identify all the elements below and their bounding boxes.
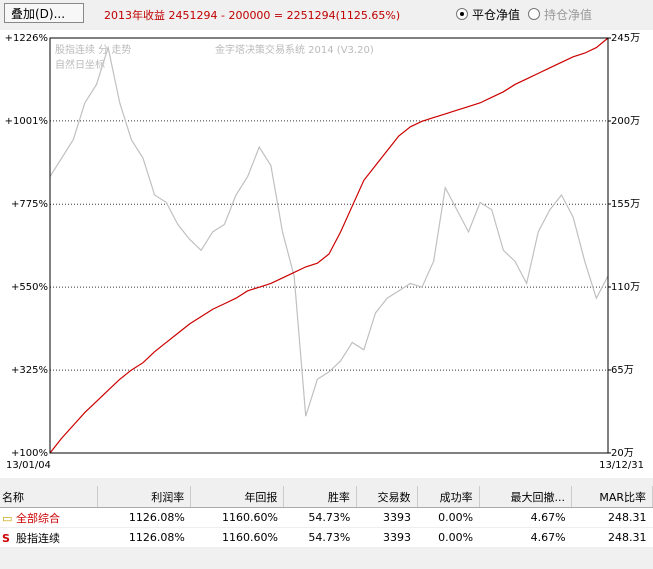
table-cell: 1126.08%: [97, 527, 191, 548]
table-row: S 股指连续 1126.08% 1160.60% 54.73% 3393 0.00% 4.67…: [0, 527, 653, 548]
y2-tick-label: 200万: [611, 116, 640, 127]
column-header: 最大回撤...: [479, 486, 573, 508]
table-cell: 248.31: [571, 507, 653, 528]
column-header: 胜率: [283, 486, 357, 508]
plot-frame: [49, 37, 609, 454]
chart: +100% +325% +550% +775% +1001% +1226% 20万 65万 11…: [0, 30, 653, 478]
x-tick-label: 13/12/31: [599, 460, 644, 471]
table-cell: 1160.60%: [190, 527, 284, 548]
table-cell: 1160.60%: [190, 507, 284, 528]
row-icon: S: [2, 531, 10, 545]
watermark: 自然日坐标: [55, 58, 105, 71]
overlay-button[interactable]: 叠加(D)...: [4, 3, 84, 23]
table-cell: 0.00%: [417, 527, 480, 548]
stats-table: 名称 利润率 年回报 胜率 交易数 成功率 最大回撤... MAR比率 ▭ 全部综合 1126.08…: [0, 486, 653, 548]
radio-label: 持仓净值: [544, 8, 593, 22]
y-tick-label: +775%: [11, 199, 48, 210]
x-tick-label: 13/01/04: [6, 460, 51, 471]
chart-bg: [0, 30, 653, 478]
watermark: 股指连续 分 走势: [55, 43, 131, 56]
toolbar: 叠加(D)... 2013年收益 2451294 - 200000 = 2251…: [0, 0, 653, 28]
column-header: 利润率: [97, 486, 192, 508]
watermark: 金字塔决策交易系统 2014 (V3.20): [215, 43, 374, 56]
column-header: 年回报: [190, 486, 285, 508]
table-cell: 54.73%: [283, 507, 357, 528]
row-name: 股指连续: [16, 531, 60, 545]
table-cell: ▭ 全部综合: [0, 507, 98, 528]
y-tick-label: +100%: [11, 448, 48, 459]
table-cell: 4.67%: [479, 507, 572, 528]
radio-label: 平仓净值: [472, 8, 521, 22]
y-tick-label: +1226%: [5, 33, 48, 44]
table-cell: 54.73%: [283, 527, 357, 548]
row-name: 全部综合: [16, 511, 60, 525]
y2-tick-label: 20万: [611, 448, 634, 459]
series-line: [49, 37, 609, 454]
yearly-return: 2013年收益 2451294 - 200000 = 2251294(1125.…: [104, 9, 401, 22]
table-cell: 3393: [356, 527, 418, 548]
column-header: 交易数: [356, 486, 418, 508]
row-icon: ▭: [2, 511, 13, 525]
table-cell: 248.31: [571, 527, 653, 548]
y2-tick-label: 155万: [611, 199, 640, 210]
column-header: 成功率: [417, 486, 480, 508]
y2-tick-label: 245万: [611, 33, 640, 44]
y-tick-label: +1001%: [5, 116, 48, 127]
table-cell: 0.00%: [417, 507, 480, 528]
y2-tick-label: 65万: [611, 365, 634, 376]
table-cell: S 股指连续: [0, 527, 98, 548]
column-header: MAR比率: [571, 486, 653, 508]
y-tick-label: +550%: [11, 282, 48, 293]
radio-closed[interactable]: 平仓净值: [456, 6, 520, 23]
table-cell: 1126.08%: [97, 507, 191, 528]
series-line: [49, 45, 609, 417]
radio-open[interactable]: 持仓净值: [528, 6, 592, 23]
column-header: 名称: [0, 486, 99, 508]
table-row: ▭ 全部综合 1126.08% 1160.60% 54.73% 3393 0.00% 4.67…: [0, 507, 653, 528]
y-tick-label: +325%: [11, 365, 48, 376]
table-cell: 4.67%: [479, 527, 572, 548]
y2-tick-label: 110万: [611, 282, 640, 293]
table-cell: 3393: [356, 507, 418, 528]
